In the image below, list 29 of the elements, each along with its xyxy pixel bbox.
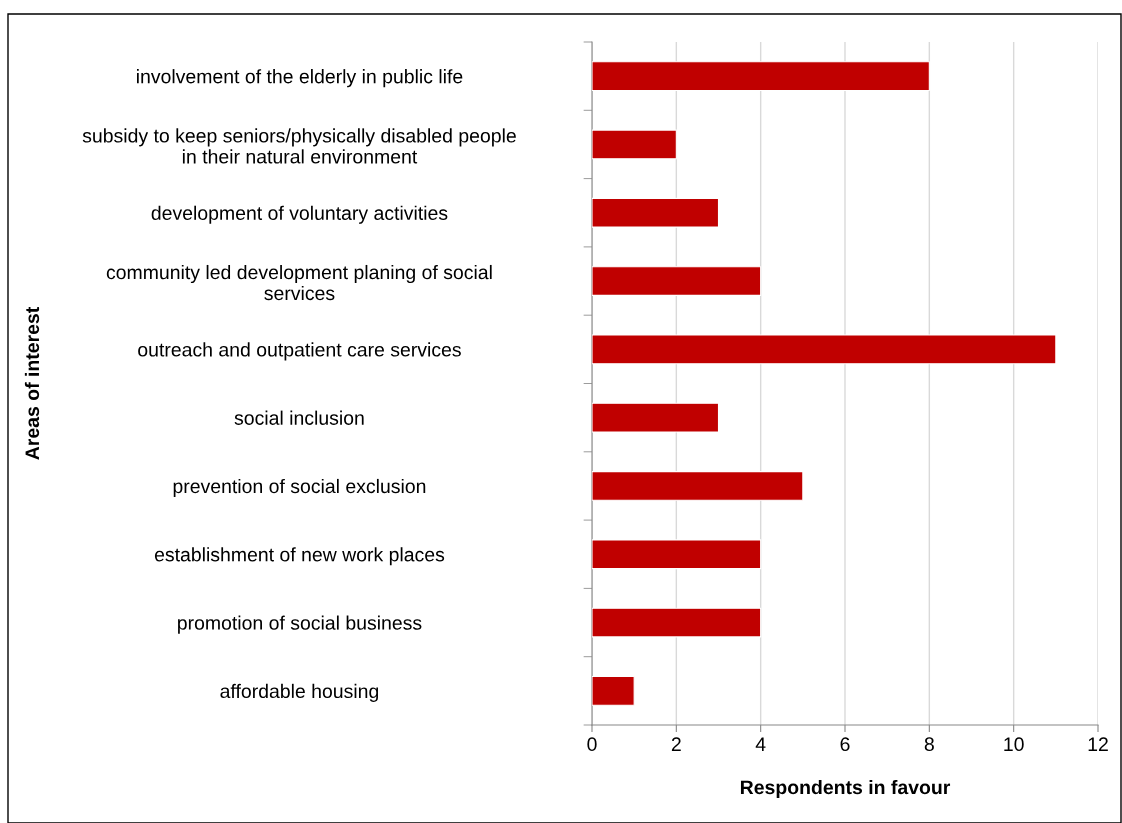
bar (592, 607, 762, 638)
bar (592, 471, 804, 501)
bar (592, 539, 762, 570)
y-axis-title: Areas of interest (24, 307, 40, 460)
x-tick-label: 0 (587, 737, 597, 752)
x-tick-label: 4 (755, 737, 766, 751)
x-tick-label: 12 (1088, 737, 1108, 751)
bar (592, 266, 762, 296)
bar (592, 61, 930, 92)
bar (592, 402, 720, 433)
bar (592, 675, 635, 706)
y-tick-label: involvement of the elderly in public life (137, 69, 463, 88)
y-tick-label: community led development planing of social services (106, 264, 492, 301)
y-tick-label: outreach and outpatient care services (138, 342, 461, 361)
y-tick-label: prevention of social exclusion (173, 478, 426, 498)
x-tick-label: 8 (924, 737, 934, 752)
y-tick-label: subsidy to keep seniors/physically disabled people in their natural environment (82, 128, 516, 164)
bar (592, 334, 1057, 365)
x-tick-label: 6 (840, 737, 850, 752)
x-tick-label: 2 (671, 737, 681, 751)
y-tick-label: affordable housing (220, 683, 379, 702)
bar (592, 197, 720, 228)
bar (592, 129, 677, 160)
y-tick-label: development of voluntary activities (151, 205, 448, 224)
y-tick-label: establishment of new work places (154, 547, 445, 566)
y-tick-label: social inclusion (234, 410, 364, 425)
x-axis-title: Respondents in favour (740, 779, 951, 799)
y-tick-label: promotion of social business (178, 615, 422, 634)
x-tick-label: 10 (1004, 737, 1024, 752)
